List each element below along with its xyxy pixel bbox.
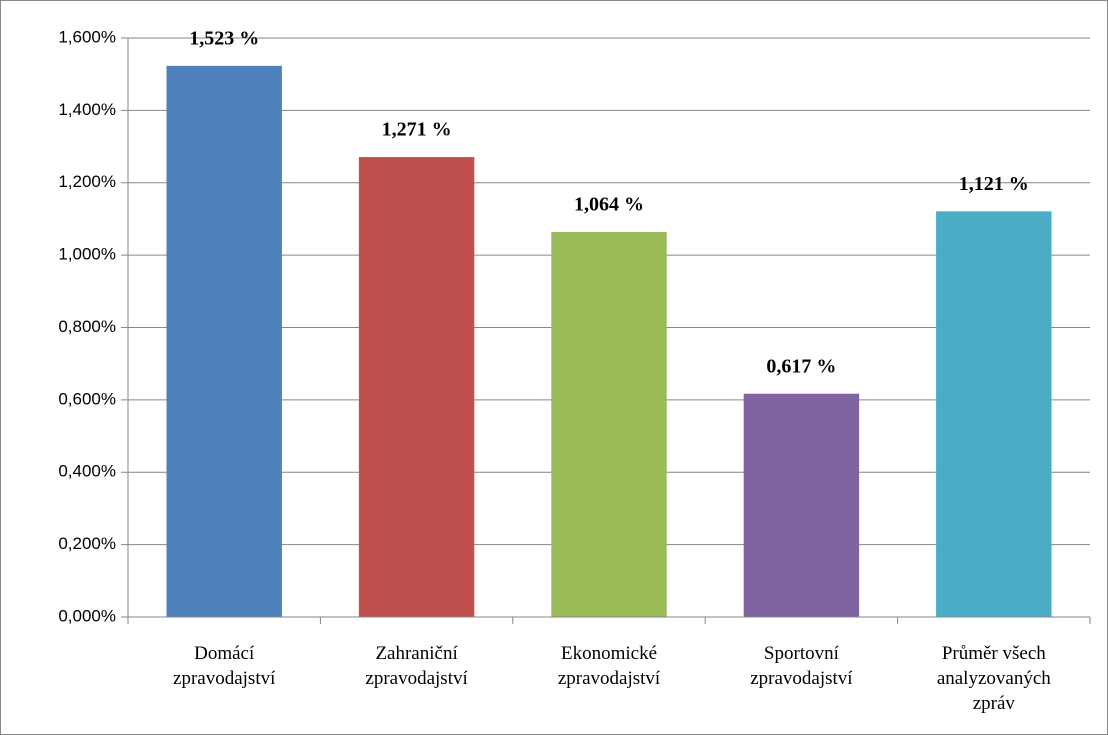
bar (166, 65, 282, 617)
bar (936, 211, 1052, 617)
y-tick-label: 0,000% (58, 606, 116, 625)
data-label: 1,121 % (959, 173, 1029, 195)
x-tick-label: Zahraniční zpravodajství (365, 643, 468, 689)
data-label: 1,523 % (189, 27, 259, 49)
x-tick-label: Ekonomické zpravodajství (558, 643, 661, 689)
bar (743, 393, 860, 617)
data-label: 0,617 % (766, 355, 836, 377)
bar (551, 231, 667, 617)
y-tick-label: 1,400% (58, 100, 116, 119)
y-tick-label: 0,200% (58, 534, 116, 553)
y-tick-label: 0,400% (58, 462, 116, 481)
y-tick-label: 0,600% (58, 389, 116, 408)
x-tick-label: Průměr všech analyzovaných zpráv (937, 643, 1051, 714)
bar (358, 157, 475, 617)
y-tick-label: 1,600% (58, 27, 116, 46)
x-tick-label: Sportovní zpravodajství (750, 643, 853, 689)
y-tick-label: 1,000% (58, 245, 116, 264)
x-tick-label: Domácí zpravodajství (173, 643, 276, 689)
y-tick-label: 1,200% (58, 172, 116, 191)
data-label: 1,271 % (382, 119, 452, 141)
data-label: 1,064 % (574, 194, 644, 216)
y-tick-label: 0,800% (58, 317, 116, 336)
